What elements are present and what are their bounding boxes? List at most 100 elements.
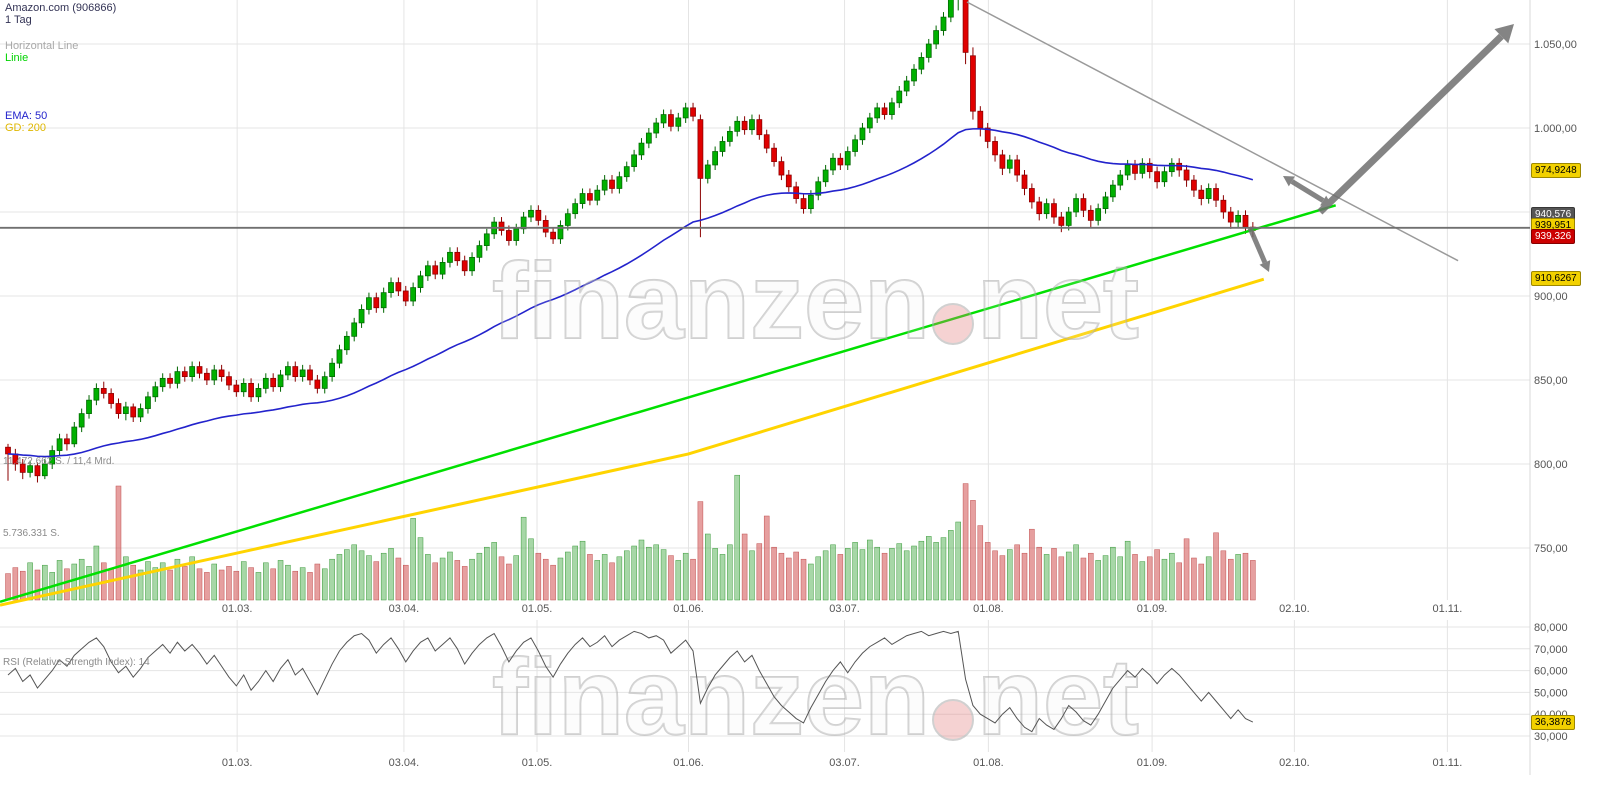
- candle-body: [1191, 179, 1197, 191]
- volume-bar: [218, 569, 225, 601]
- timeframe-label: 1 Tag: [5, 14, 32, 26]
- candle-body: [122, 406, 129, 414]
- candle-body: [64, 438, 70, 445]
- candle-body: [645, 132, 652, 144]
- volume-bar: [668, 555, 674, 601]
- candle-body: [1227, 211, 1234, 223]
- date-axis-tick-rsi: 02.10.: [1279, 757, 1310, 769]
- volume-bar: [1132, 554, 1138, 601]
- gd200-line: [0, 277, 1265, 607]
- volume-bar: [867, 539, 873, 601]
- candle-body: [307, 369, 313, 381]
- candle-body: [970, 55, 976, 112]
- trend-arrow-shaft: [1290, 179, 1325, 203]
- rsi-badge: 36,3878: [1531, 715, 1576, 731]
- candle-body: [896, 90, 903, 104]
- candle-body: [1168, 162, 1175, 173]
- volume-bar: [425, 554, 431, 601]
- volume-bar: [874, 546, 880, 601]
- candle-body: [71, 426, 78, 445]
- volume-bar: [366, 555, 372, 601]
- candle-body: [712, 151, 719, 166]
- candle-body: [1154, 171, 1160, 183]
- candle-body: [925, 43, 932, 58]
- volume-bar: [277, 560, 284, 601]
- volume-bar: [204, 572, 210, 601]
- candle-body: [697, 119, 704, 179]
- volume-bar: [240, 561, 247, 601]
- volume-bar: [815, 556, 822, 601]
- candle-body: [1028, 188, 1035, 203]
- volume-bar: [461, 566, 468, 601]
- volume-bar: [903, 550, 910, 601]
- volume-bar: [174, 558, 181, 601]
- candle-body: [822, 169, 829, 183]
- volume-bar: [314, 563, 321, 601]
- candle-body: [343, 335, 350, 351]
- candle-body: [49, 450, 56, 465]
- arrow-head: [1320, 195, 1332, 206]
- candle-body: [933, 30, 939, 45]
- candle-body: [513, 228, 520, 241]
- volume-bar: [307, 572, 313, 601]
- volume-bar: [388, 548, 394, 601]
- candle-body: [1073, 198, 1079, 213]
- volume-bar: [469, 558, 475, 601]
- candle-body: [336, 349, 343, 364]
- volume-bar: [1080, 557, 1087, 601]
- volume-bar: [321, 568, 328, 601]
- candle-body: [373, 297, 380, 309]
- finanzen-net-watermark: finanzen net: [491, 635, 1140, 758]
- candle-body: [233, 384, 240, 393]
- candle-body: [719, 141, 726, 152]
- candle-body: [1161, 171, 1168, 183]
- volume-bar: [948, 530, 954, 601]
- candle-body: [292, 366, 299, 378]
- volume-bar: [778, 552, 785, 601]
- candle-body: [211, 369, 218, 381]
- volume-bar: [830, 544, 836, 601]
- volume-bar: [550, 564, 556, 601]
- candle-body: [992, 141, 998, 156]
- candle-body: [27, 465, 33, 473]
- price-axis-tick: 850,00: [1534, 375, 1568, 387]
- watermark-text: finanzen: [492, 636, 930, 757]
- finanzen-net-watermark: finanzen net: [491, 239, 1140, 362]
- volume-bar: [1029, 528, 1035, 601]
- rsi-axis-tick: 70,000: [1534, 644, 1568, 656]
- volume-bar: [1198, 563, 1205, 601]
- candle-body: [1051, 203, 1057, 218]
- candle-body: [587, 193, 593, 201]
- candle-body: [388, 282, 394, 294]
- volume-bar: [506, 563, 512, 601]
- candle-body: [1043, 203, 1050, 215]
- arrow-head: [1259, 260, 1271, 272]
- volume-bar: [660, 549, 667, 601]
- candle-body: [830, 157, 836, 171]
- volume-bar: [248, 567, 254, 601]
- volume-bar: [1043, 554, 1050, 601]
- candle-body: [366, 297, 372, 310]
- volume-bar: [130, 564, 136, 601]
- candle-body: [240, 382, 247, 393]
- candle-body: [454, 251, 461, 262]
- candle-body: [1132, 164, 1138, 174]
- volume-bar: [771, 546, 777, 601]
- candle-body: [314, 379, 321, 389]
- date-axis-tick: 01.05.: [522, 603, 553, 615]
- candle-body: [86, 399, 92, 414]
- candle-body: [557, 225, 564, 240]
- candle-body: [800, 198, 807, 210]
- candle-body: [1006, 159, 1013, 169]
- volume-bar: [285, 564, 291, 601]
- candle-body: [270, 377, 277, 388]
- volume-bar: [705, 533, 711, 601]
- candle-body: [668, 114, 674, 127]
- volume-bar: [918, 540, 925, 601]
- candle-body: [749, 119, 755, 131]
- candle-body: [262, 377, 269, 389]
- rsi-axis-tick: 50,000: [1534, 687, 1568, 699]
- candle-body: [564, 213, 571, 226]
- volume-bar: [71, 563, 78, 601]
